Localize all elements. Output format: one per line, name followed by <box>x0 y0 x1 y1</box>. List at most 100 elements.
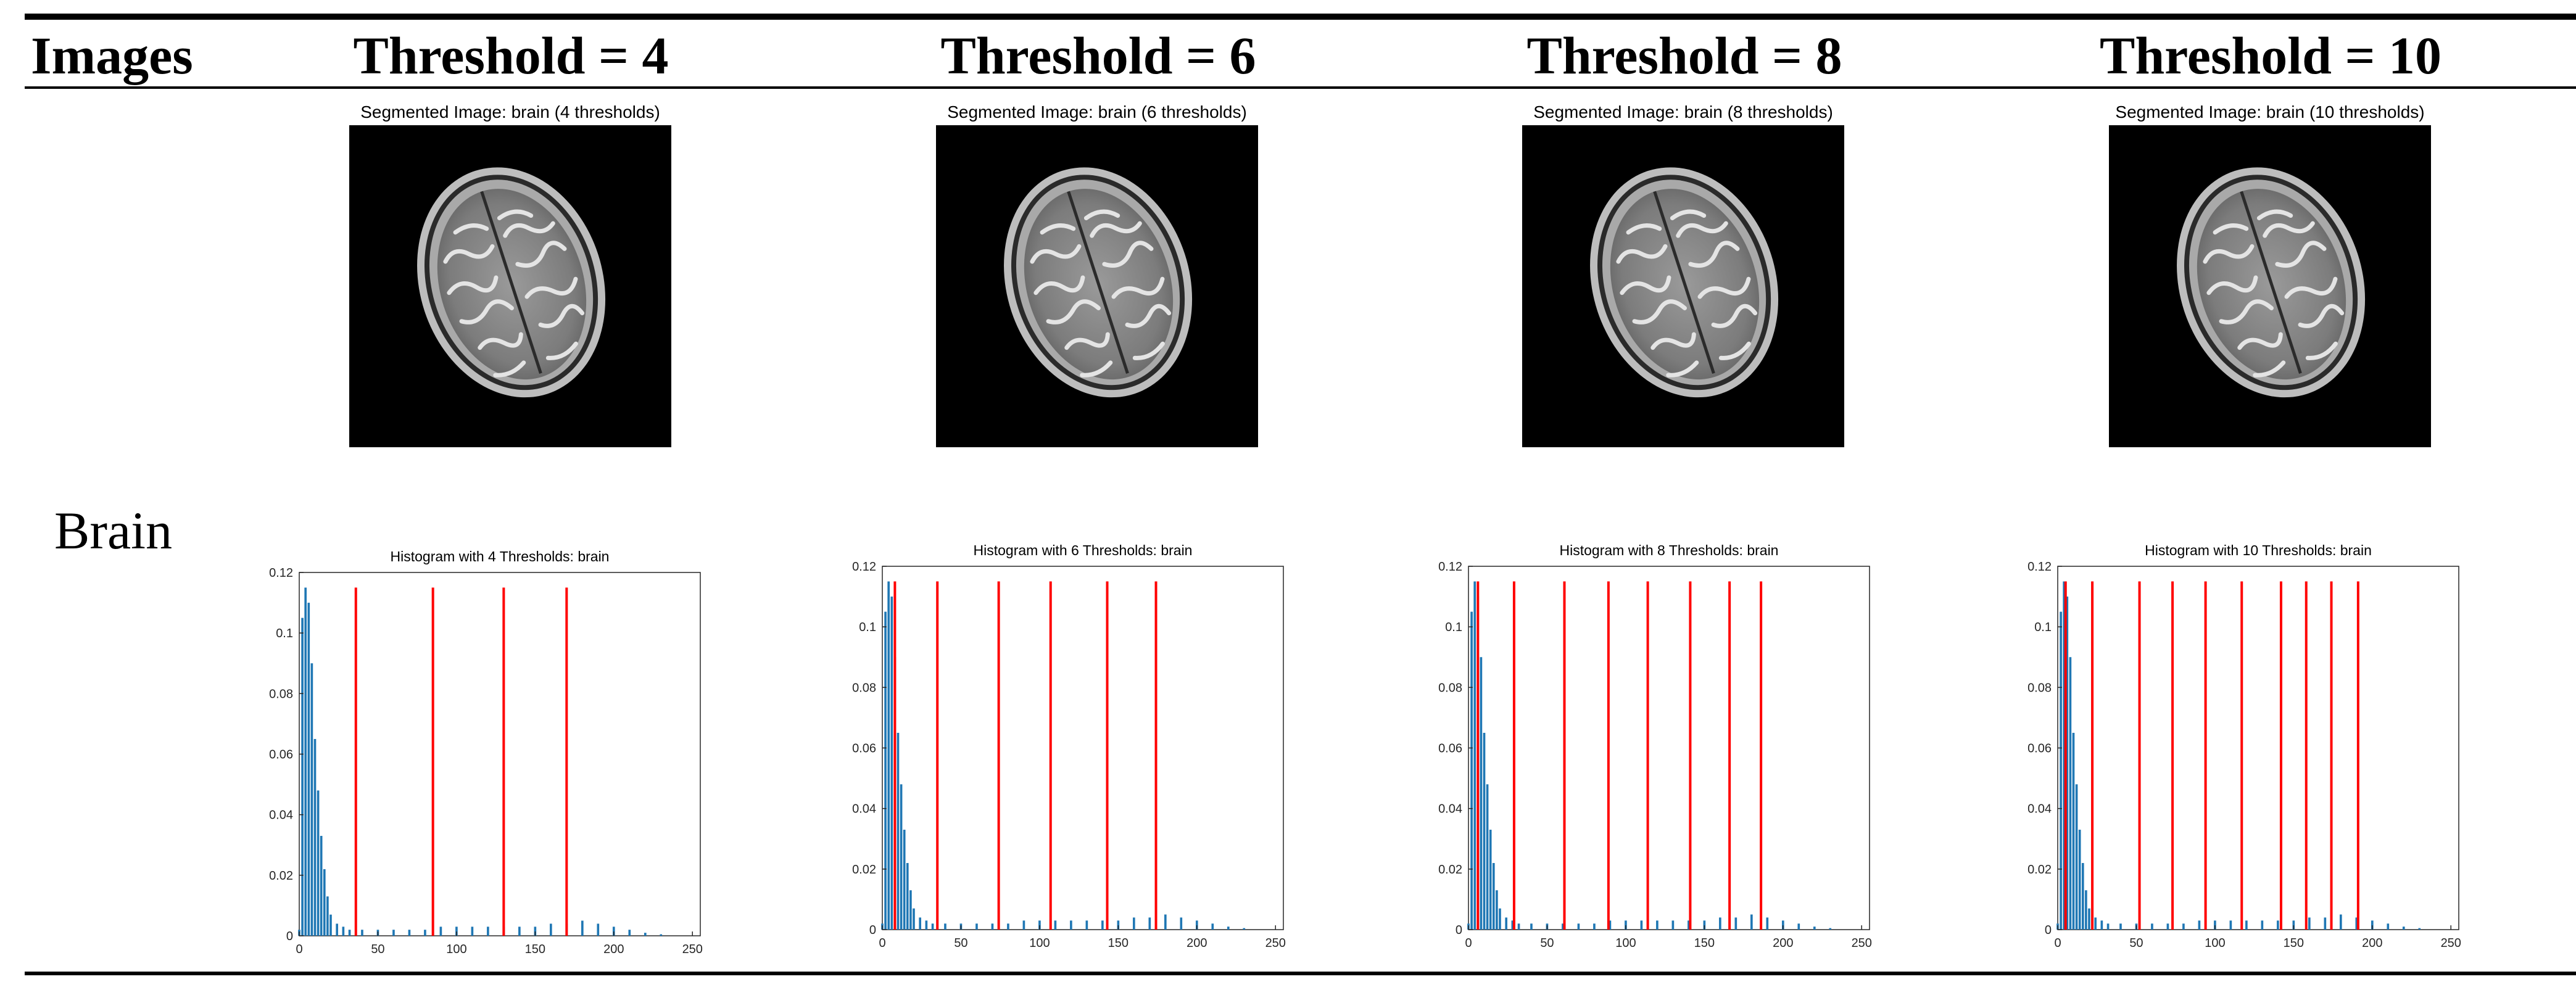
header-images: Images <box>31 26 193 85</box>
x-tick-label: 150 <box>2284 936 2304 950</box>
histogram-bar <box>1671 920 1675 930</box>
table-top-rule <box>25 14 2576 20</box>
histogram-bar <box>1085 920 1088 930</box>
histogram-bar <box>329 914 332 936</box>
x-tick-label: 50 <box>2129 936 2143 950</box>
histogram-bar <box>1499 908 1501 930</box>
histogram-bar <box>628 930 631 936</box>
histogram-title: Histogram with 4 Thresholds: brain <box>391 548 610 564</box>
histogram-bar <box>307 603 310 936</box>
y-tick-label: 0 <box>2045 923 2052 937</box>
histogram-bar <box>1483 732 1486 930</box>
histogram-svg: Histogram with 6 Thresholds: brain 0 50 100… <box>852 542 1286 950</box>
plot-area <box>2057 566 2459 930</box>
histogram-bar <box>2081 863 2084 930</box>
y-tick-label: 0.08 <box>269 687 293 701</box>
x-tick-label: 200 <box>603 943 624 956</box>
histogram-bar <box>1133 917 1135 930</box>
histogram-bar <box>887 581 890 930</box>
histogram-bar <box>644 933 647 936</box>
histogram-bar <box>897 732 900 930</box>
histogram-bar <box>906 863 909 930</box>
x-tick-label: 0 <box>2054 936 2061 950</box>
histogram-bar <box>919 917 921 930</box>
histogram-bar <box>550 923 552 936</box>
header-threshold-8: Threshold = 8 <box>1526 26 1842 85</box>
histogram-bar <box>2063 581 2066 930</box>
y-tick-label: 0.02 <box>852 863 876 877</box>
table-header-rule <box>25 86 2576 89</box>
x-tick-label: 100 <box>1615 936 1636 950</box>
y-tick-label: 0.12 <box>1438 560 1462 574</box>
histogram-bar <box>581 920 584 936</box>
histogram-title: Histogram with 6 Thresholds: brain <box>974 542 1193 558</box>
histogram-bar <box>1750 914 1753 930</box>
histogram-bar <box>2060 611 2062 930</box>
y-tick-label: 0.06 <box>2027 742 2052 756</box>
segmented-image-title-6: Segmented Image: brain (6 thresholds) <box>947 102 1247 122</box>
histogram-bar <box>2151 923 2153 930</box>
histogram-bar <box>1593 923 1596 930</box>
histogram-bar <box>597 923 600 936</box>
histogram-bar <box>2075 784 2078 930</box>
x-tick-label: 250 <box>2441 936 2461 950</box>
histogram-bar <box>931 923 934 930</box>
y-tick-label: 0.1 <box>276 627 293 640</box>
histogram-bar <box>2072 732 2075 930</box>
histogram-bar <box>1243 928 1246 930</box>
y-tick-label: 0.1 <box>859 621 876 634</box>
histogram-bar <box>320 836 323 936</box>
histogram-bar <box>1148 917 1151 930</box>
histogram-bar <box>1054 920 1057 930</box>
plot-area <box>299 572 701 936</box>
x-tick-label: 150 <box>525 943 545 956</box>
histogram-bar <box>1703 920 1706 930</box>
x-tick-label: 250 <box>1265 936 1286 950</box>
histogram-bar <box>2277 920 2279 930</box>
x-tick-label: 50 <box>371 943 384 956</box>
histogram-bar <box>392 930 395 936</box>
brain-mri-drawing <box>1590 167 1779 398</box>
histogram-bar <box>944 923 946 930</box>
histogram-bar <box>1829 928 1832 930</box>
segmented-brain-image-4 <box>349 125 671 447</box>
y-tick-label: 0.06 <box>852 742 876 756</box>
histogram-title: Histogram with 10 Thresholds: brain <box>2145 542 2372 558</box>
histogram-bar <box>612 927 615 936</box>
y-tick-label: 0.04 <box>269 809 293 822</box>
histogram-bar <box>2324 917 2327 930</box>
y-tick-label: 0.06 <box>1438 742 1462 756</box>
segmented-brain-image-6 <box>936 125 1258 447</box>
histogram-bar <box>925 920 928 930</box>
y-tick-label: 0.02 <box>1438 863 1462 877</box>
histogram-bar <box>1070 920 1072 930</box>
x-tick-label: 150 <box>1108 936 1129 950</box>
y-tick-label: 0 <box>869 923 876 937</box>
x-tick-label: 0 <box>879 936 885 950</box>
segmented-image-title-4: Segmented Image: brain (4 thresholds) <box>360 102 660 122</box>
x-tick-label: 0 <box>296 943 302 956</box>
histogram-bar <box>304 587 307 936</box>
histogram-bar <box>2182 923 2185 930</box>
table-bottom-rule <box>25 972 2576 975</box>
y-tick-label: 0.04 <box>1438 803 1462 816</box>
histogram-bar <box>1766 917 1769 930</box>
histogram-bar <box>487 927 489 936</box>
histogram-bar <box>1227 927 1230 930</box>
y-tick-label: 0.1 <box>2034 621 2052 634</box>
histogram-bar <box>2106 923 2110 930</box>
histogram-bar <box>1688 920 1690 930</box>
histogram-bar <box>1609 920 1612 930</box>
y-tick-label: 0.04 <box>2027 803 2052 816</box>
histogram-bar <box>2214 920 2216 930</box>
histogram-bar <box>1101 920 1104 930</box>
histogram-bar <box>913 908 915 930</box>
histogram-bar <box>2078 830 2081 930</box>
header-threshold-4: Threshold = 4 <box>353 26 669 85</box>
histogram-bar <box>1734 917 1737 930</box>
y-tick-label: 0.06 <box>269 748 293 762</box>
histogram-bar <box>348 930 351 936</box>
histogram-bar <box>2085 890 2087 930</box>
x-tick-label: 150 <box>1694 936 1715 950</box>
histogram-bar <box>2229 920 2232 930</box>
